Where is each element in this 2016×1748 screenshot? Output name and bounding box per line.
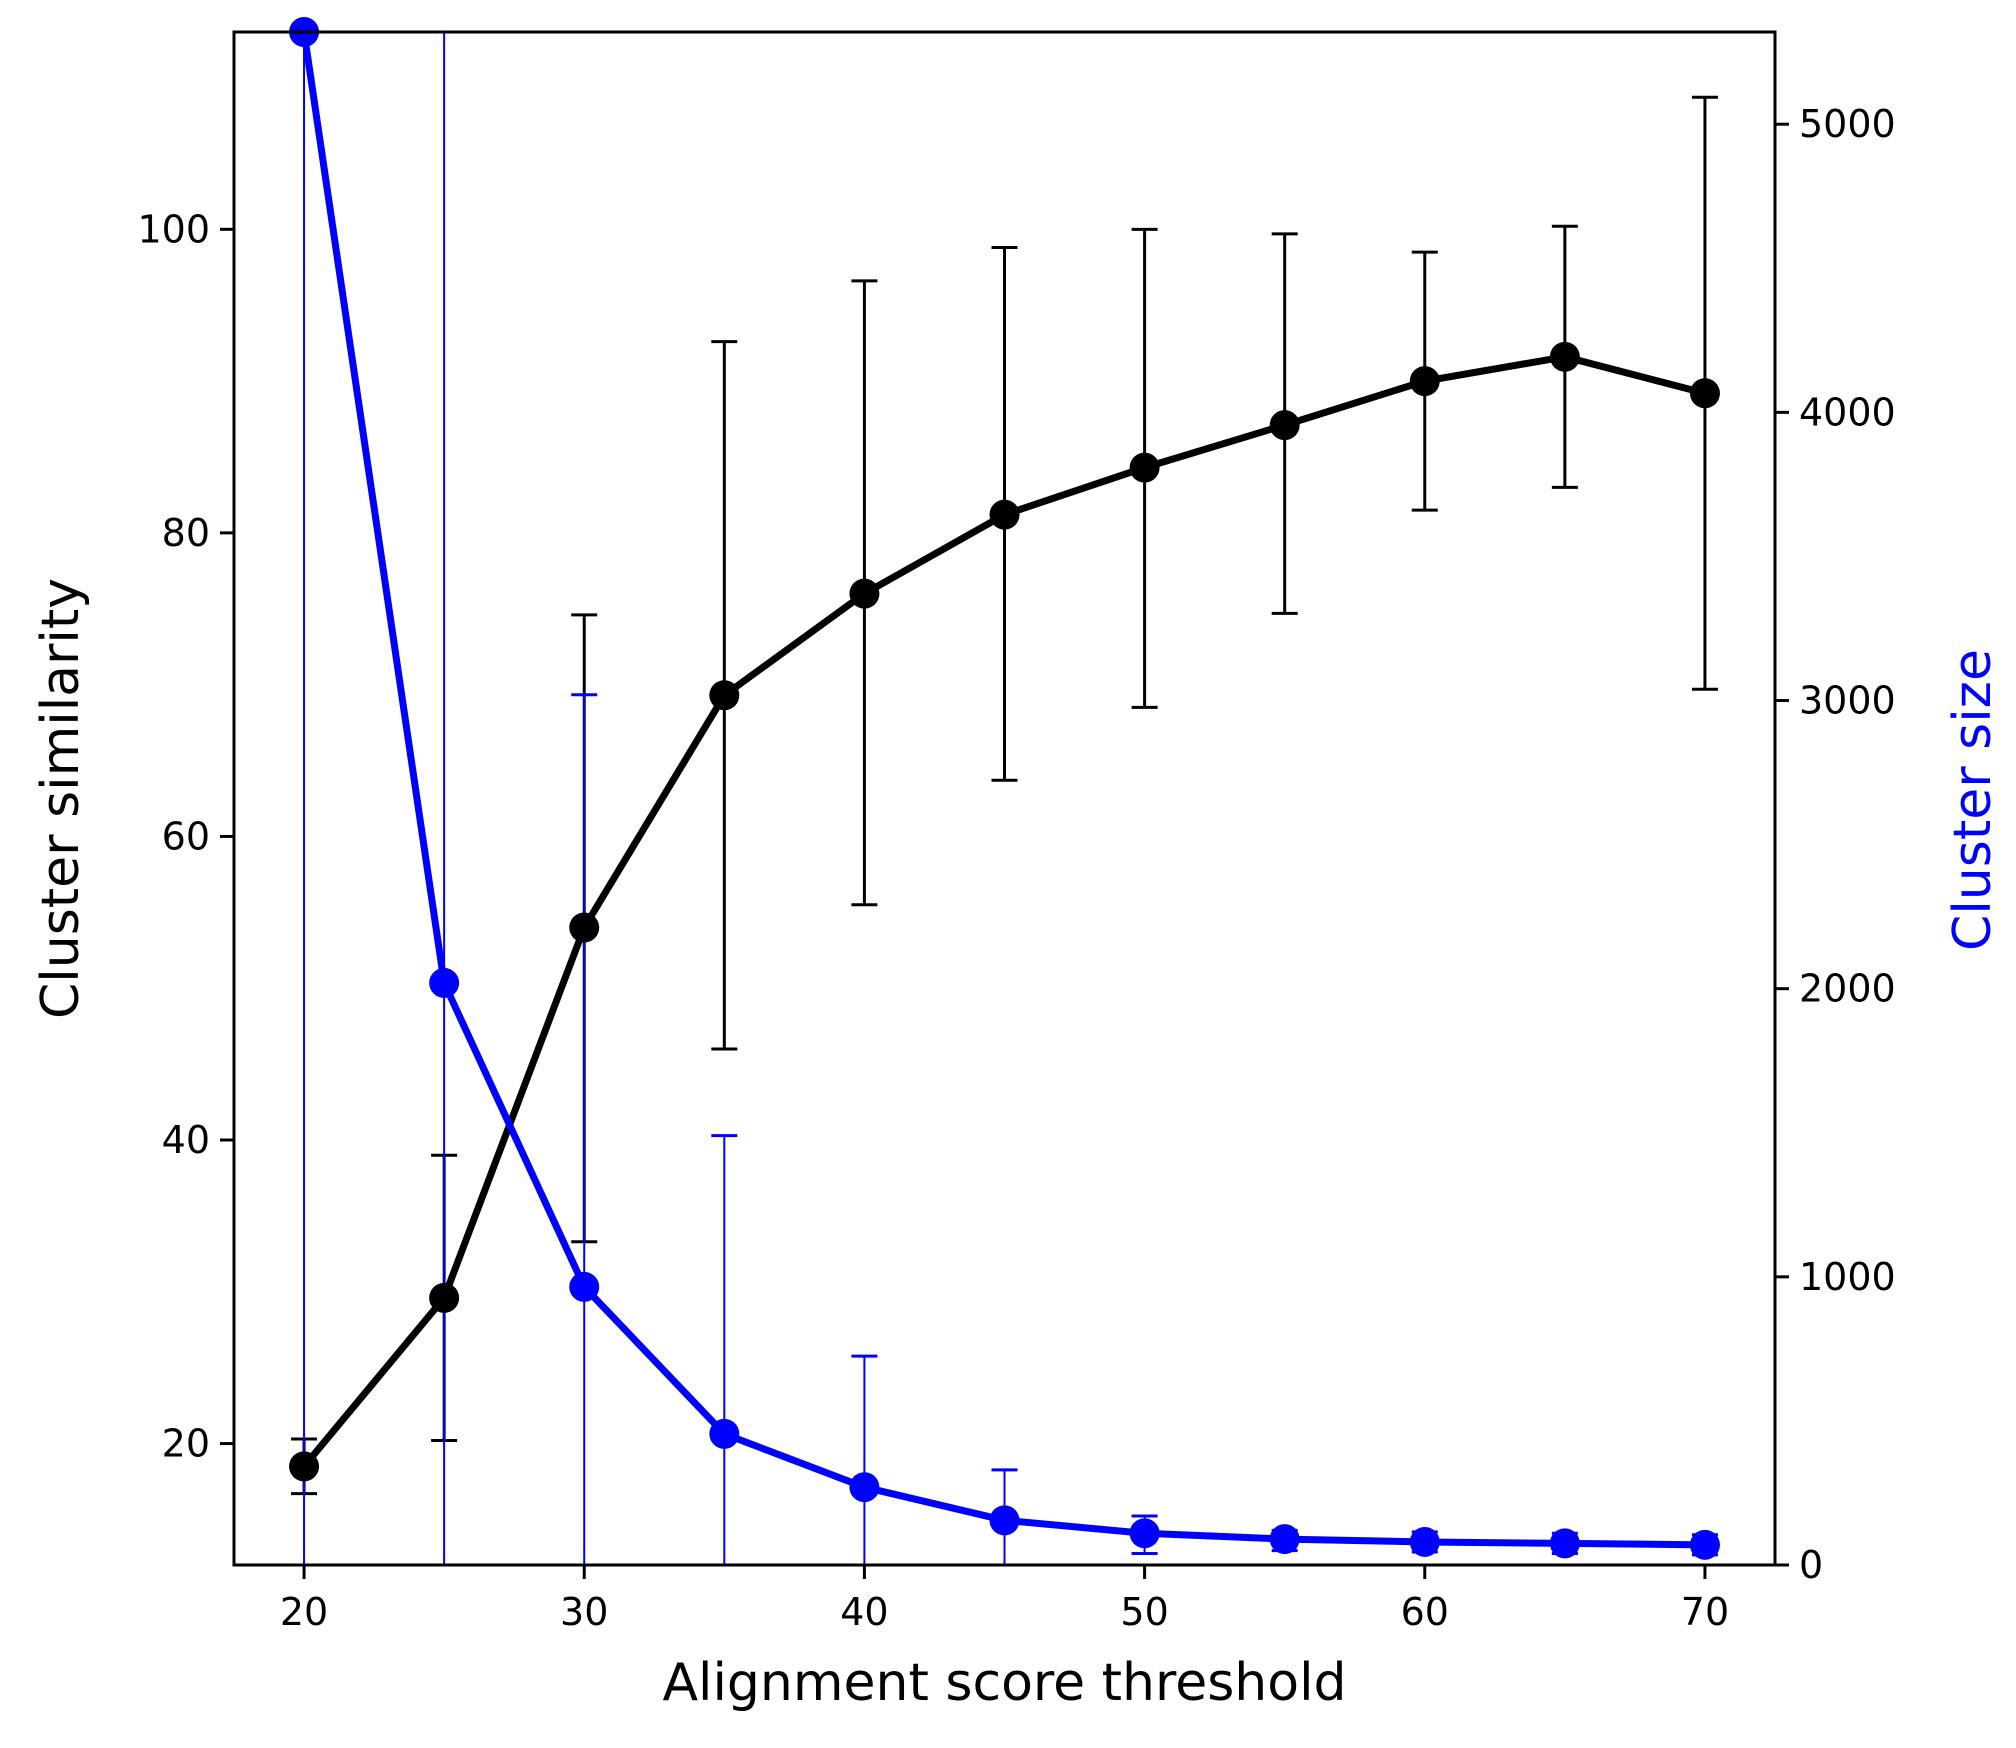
x-axis-ticks: 20 30 40 50 60 70 (280, 1565, 1729, 1634)
cluster-size-errorbar (851, 1354, 878, 1565)
y-right-axis-title: Cluster size (1943, 649, 2003, 951)
cluster-size-point (569, 1271, 600, 1302)
cluster-similarity-point (1689, 378, 1720, 409)
y-left-tick-label: 60 (162, 814, 210, 858)
cluster-size-point (709, 1418, 740, 1449)
cluster-size-point (1129, 1518, 1160, 1549)
cluster-similarity-point (289, 1451, 320, 1482)
markers-layer (289, 17, 1720, 1560)
cluster-similarity-point (989, 499, 1020, 530)
cluster-similarity-point (1129, 452, 1160, 483)
y-left-tick-label: 40 (162, 1118, 210, 1162)
cluster-size-point (849, 1472, 880, 1503)
x-tick-label: 20 (280, 1590, 328, 1634)
x-tick-label: 60 (1401, 1590, 1449, 1634)
y-right-tick-label: 1000 (1799, 1255, 1896, 1299)
x-tick-label: 30 (560, 1590, 608, 1634)
cluster-similarity-point (429, 1282, 460, 1313)
cluster-size-errorbar (571, 693, 598, 1565)
x-tick-label: 50 (1120, 1590, 1168, 1634)
cluster-size-errorbar (711, 1134, 738, 1565)
y-left-axis-ticks: 20 40 60 80 100 (137, 207, 234, 1466)
y-left-tick-label: 20 (162, 1422, 210, 1466)
cluster-size-point (429, 967, 460, 998)
cluster-similarity-point (1409, 366, 1440, 397)
y-right-tick-label: 4000 (1799, 390, 1896, 434)
cluster-similarity-point (1549, 341, 1580, 372)
error-bars-layer (291, 32, 1718, 1565)
cluster-similarity-point (849, 578, 880, 609)
plot-frame (232, 30, 1777, 1567)
y-right-tick-label: 3000 (1799, 679, 1896, 723)
y-right-tick-label: 0 (1799, 1543, 1823, 1587)
cluster-size-errorbar (431, 32, 458, 1565)
cluster-size-errorbar (291, 32, 318, 1565)
cluster-size-point (1689, 1529, 1720, 1560)
cluster-size-point (1269, 1524, 1300, 1555)
cluster-size-point (1549, 1528, 1580, 1559)
x-axis-title: Alignment score threshold (662, 1653, 1346, 1713)
cluster-size-point (1409, 1526, 1440, 1557)
y-left-axis-title: Cluster similarity (31, 578, 91, 1019)
y-right-tick-label: 2000 (1799, 967, 1896, 1011)
y-left-tick-label: 100 (137, 207, 210, 251)
y-right-tick-label: 5000 (1799, 102, 1896, 146)
y-right-axis-ticks: 0 1000 2000 3000 4000 5000 (1775, 102, 1896, 1587)
cluster-similarity-point (569, 912, 600, 943)
y-left-tick-label: 80 (162, 511, 210, 555)
cluster-similarity-point (709, 680, 740, 711)
x-tick-label: 70 (1681, 1590, 1729, 1634)
cluster-size-point (989, 1505, 1020, 1536)
cluster-similarity-point (1269, 410, 1300, 441)
x-tick-label: 40 (840, 1590, 888, 1634)
